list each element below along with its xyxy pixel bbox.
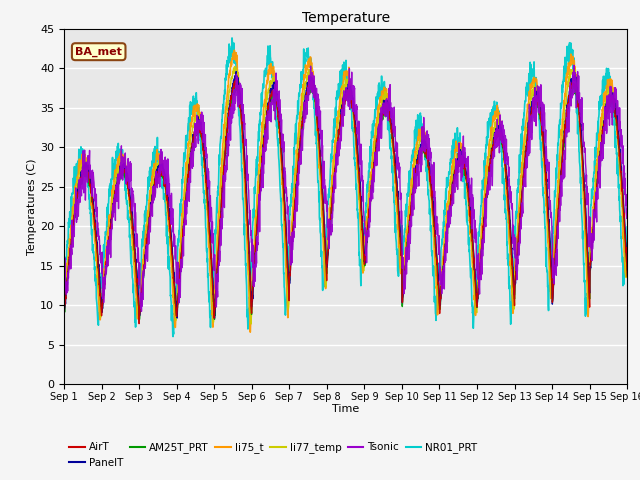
Legend: AirT, PanelT, AM25T_PRT, li75_t, li77_temp, Tsonic, NR01_PRT: AirT, PanelT, AM25T_PRT, li75_t, li77_te… [69, 443, 477, 468]
Text: BA_met: BA_met [76, 47, 122, 57]
X-axis label: Time: Time [332, 405, 359, 414]
Title: Temperature: Temperature [301, 11, 390, 25]
Y-axis label: Temperatures (C): Temperatures (C) [28, 158, 37, 255]
